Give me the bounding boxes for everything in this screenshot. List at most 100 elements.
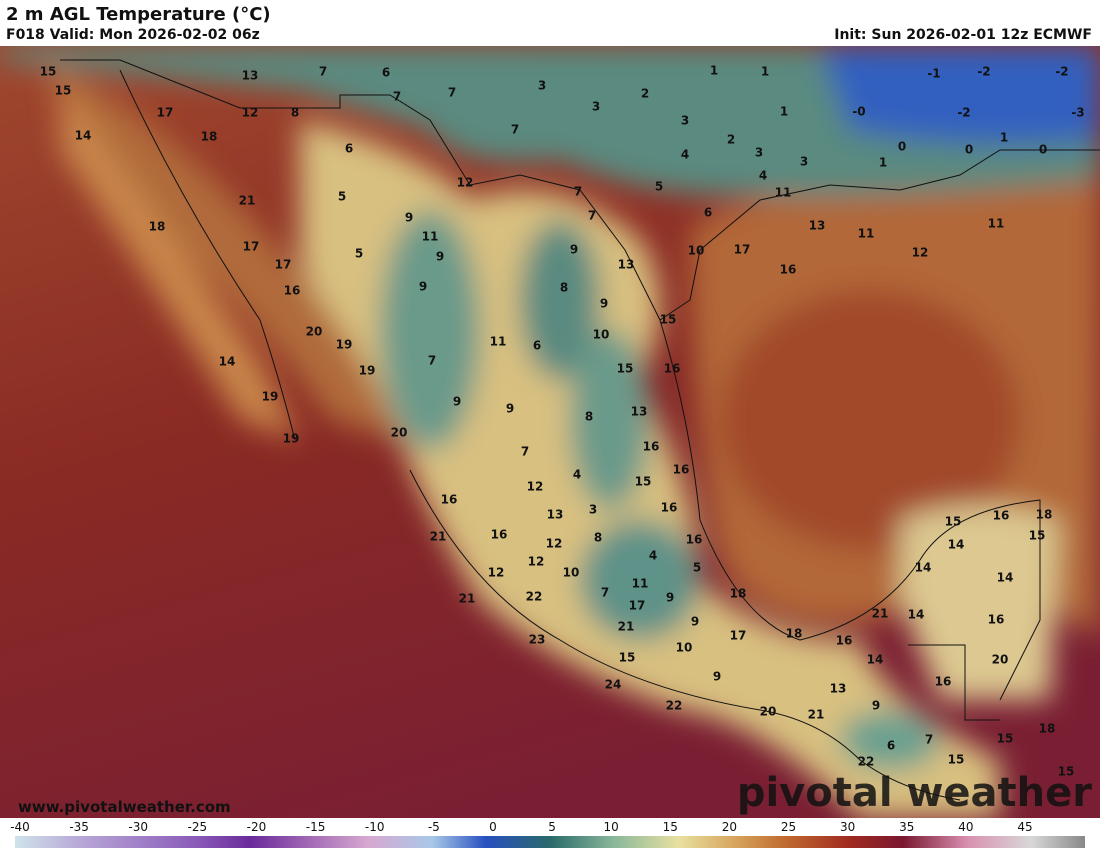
- temperature-label: 15: [55, 84, 72, 98]
- temperature-label: 15: [948, 753, 965, 767]
- temperature-label: 11: [775, 186, 792, 200]
- init-time: Init: Sun 2026-02-01 12z ECMWF: [834, 27, 1092, 43]
- temperature-label: 24: [605, 678, 622, 692]
- temperature-label: 11: [632, 577, 649, 591]
- temperature-label: 7: [511, 123, 519, 137]
- temperature-label: 17: [275, 258, 292, 272]
- temperature-label: 4: [681, 148, 689, 162]
- temperature-label: 1: [710, 64, 718, 78]
- temperature-label: 18: [149, 220, 166, 234]
- temperature-label: 18: [1036, 508, 1053, 522]
- temperature-label: 21: [808, 708, 825, 722]
- temperature-label: 2: [727, 133, 735, 147]
- temperature-label: 10: [593, 328, 610, 342]
- temperature-label: 14: [948, 538, 965, 552]
- temperature-label: 22: [858, 755, 875, 769]
- temperature-label: 18: [730, 587, 747, 601]
- temperature-label: 11: [490, 335, 507, 349]
- title: 2 m AGL Temperature (°C): [6, 4, 271, 25]
- temperature-label: 10: [563, 566, 580, 580]
- temperature-label: 15: [660, 313, 677, 327]
- temperature-label: 6: [345, 142, 353, 156]
- colorbar-tick-label: 10: [604, 820, 619, 834]
- temperature-label: 19: [283, 432, 300, 446]
- temperature-label: 13: [830, 682, 847, 696]
- temperature-label: 2: [641, 87, 649, 101]
- colorbar: [15, 836, 1085, 848]
- temperature-label: 12: [488, 566, 505, 580]
- temperature-label: 1: [780, 105, 788, 119]
- temperature-label: 15: [1058, 765, 1075, 779]
- temperature-label: 10: [688, 244, 705, 258]
- temperature-label: 19: [262, 390, 279, 404]
- temperature-label: 5: [693, 561, 701, 575]
- temperature-label: 8: [585, 410, 593, 424]
- temperature-label: 16: [988, 613, 1005, 627]
- temperature-label: 6: [704, 206, 712, 220]
- temperature-label: 12: [546, 537, 563, 551]
- temperature-label: 9: [419, 280, 427, 294]
- logo: pivotal weather: [737, 770, 1092, 816]
- website: www.pivotalweather.com: [18, 798, 231, 816]
- temperature-label: 13: [809, 219, 826, 233]
- colorbar-tick-label: 25: [781, 820, 796, 834]
- temperature-label: 22: [666, 699, 683, 713]
- temperature-label: 22: [526, 590, 543, 604]
- temperature-label: 7: [925, 733, 933, 747]
- temperature-label: 11: [988, 217, 1005, 231]
- temperature-label: 12: [242, 106, 259, 120]
- temperature-label: 6: [533, 339, 541, 353]
- temperature-label: 10: [676, 641, 693, 655]
- temperature-label: 1: [761, 65, 769, 79]
- temperature-label: 3: [681, 114, 689, 128]
- temperature-label: 16: [686, 533, 703, 547]
- colorbar-tick-label: 15: [663, 820, 678, 834]
- temperature-label: 3: [755, 146, 763, 160]
- temperature-label: 16: [673, 463, 690, 477]
- temperature-label: 15: [619, 651, 636, 665]
- temperature-label: -3: [1071, 106, 1084, 120]
- temperature-label: 18: [786, 627, 803, 641]
- temperature-label: 12: [912, 246, 929, 260]
- temperature-label: 21: [459, 592, 476, 606]
- temperature-label: 12: [527, 480, 544, 494]
- temperature-label: 15: [40, 65, 57, 79]
- colorbar-ticks: -40 -35 -30 -25 -20 -15 -10 -5 0 5 10 15 20 25 30 35 40 4…: [10, 820, 1032, 834]
- colorbar-tick-label: 20: [722, 820, 737, 834]
- temperature-label: 15: [1029, 529, 1046, 543]
- colorbar-tick-label: -30: [128, 820, 148, 834]
- colorbar-tick-label: -15: [306, 820, 326, 834]
- temperature-label: 3: [589, 503, 597, 517]
- temperature-label: 21: [872, 607, 889, 621]
- temperature-label: 5: [355, 247, 363, 261]
- temperature-label: 7: [448, 86, 456, 100]
- temperature-label: 14: [867, 653, 884, 667]
- temperature-label: 17: [730, 629, 747, 643]
- temperature-label: 7: [574, 185, 582, 199]
- temperature-label: 15: [945, 515, 962, 529]
- valid-time: F018 Valid: Mon 2026-02-02 06z: [6, 27, 260, 43]
- temperature-label: 18: [1039, 722, 1056, 736]
- temperature-label: 17: [157, 106, 174, 120]
- colorbar-tick-label: -20: [247, 820, 267, 834]
- temperature-label: 12: [457, 176, 474, 190]
- temperature-label: 7: [428, 354, 436, 368]
- temperature-label: 14: [75, 129, 92, 143]
- temperature-label: 7: [319, 65, 327, 79]
- temperature-label: 13: [631, 405, 648, 419]
- colorbar-tick-label: -40: [10, 820, 30, 834]
- temperature-label: 16: [780, 263, 797, 277]
- temperature-label: 20: [306, 325, 323, 339]
- temperature-label: 17: [243, 240, 260, 254]
- temperature-label: 7: [588, 209, 596, 223]
- temperature-label: 21: [239, 194, 256, 208]
- temperature-label: -1: [927, 67, 940, 81]
- temperature-label: 4: [573, 468, 581, 482]
- temperature-label: 9: [405, 211, 413, 225]
- temperature-label: 13: [242, 69, 259, 83]
- temperature-label: 6: [382, 66, 390, 80]
